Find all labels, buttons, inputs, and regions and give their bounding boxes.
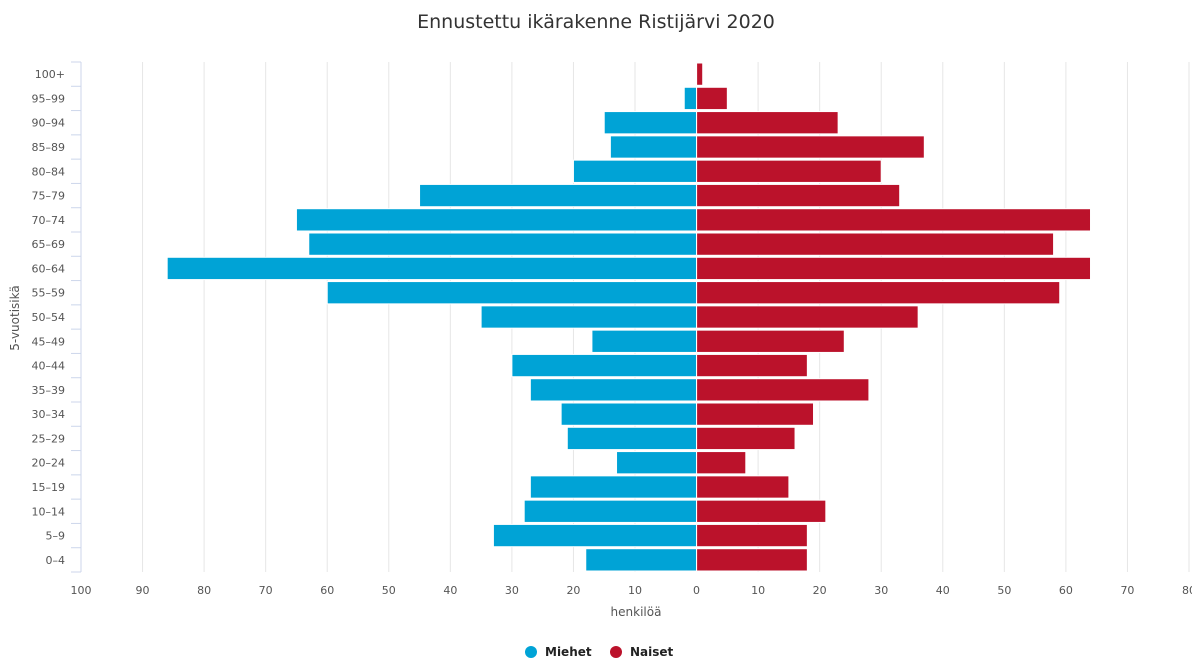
y-tick-label: 85–89 <box>32 141 66 154</box>
bar-miehet-75-79[interactable] <box>419 183 698 208</box>
legend-marker-miehet[interactable] <box>525 646 537 658</box>
bar-miehet-50-54[interactable] <box>480 305 698 329</box>
bar-miehet-20-24[interactable] <box>616 451 698 475</box>
y-tick-label: 10–14 <box>32 505 66 518</box>
y-tick-label: 20–24 <box>32 457 66 470</box>
x-tick-label: 50 <box>997 584 1011 597</box>
bar-naiset-25-29[interactable] <box>696 426 796 451</box>
bar-miehet-45-49[interactable] <box>591 329 698 353</box>
bar-miehet-25-29[interactable] <box>566 426 698 451</box>
bar-miehet-65-69[interactable] <box>308 232 698 256</box>
bar-miehet-55-59[interactable] <box>326 281 698 305</box>
x-tick-label: 70 <box>259 584 273 597</box>
bar-miehet-10-14[interactable] <box>523 499 698 523</box>
y-tick-label: 55–59 <box>32 287 66 300</box>
bar-miehet-40-44[interactable] <box>511 353 698 378</box>
legend-label-miehet[interactable]: Miehet <box>545 645 592 659</box>
bar-naiset-35-39[interactable] <box>696 378 870 402</box>
x-tick-label: 90 <box>136 584 150 597</box>
bar-naiset-90-94[interactable] <box>696 111 839 135</box>
y-tick-label: 45–49 <box>32 335 66 348</box>
x-axis: 10090807060504030201001020304050607080 <box>71 584 1192 597</box>
x-tick-label: 40 <box>443 584 457 597</box>
y-tick-label: 15–19 <box>32 481 66 494</box>
y-tick-label: 0–4 <box>46 554 66 567</box>
bar-naiset-65-69[interactable] <box>696 232 1055 256</box>
bar-naiset-50-54[interactable] <box>696 305 919 329</box>
y-tick-label: 80–84 <box>32 165 66 178</box>
bar-miehet-90-94[interactable] <box>603 111 698 135</box>
x-tick-label: 10 <box>628 584 642 597</box>
bar-naiset-10-14[interactable] <box>696 499 827 523</box>
y-tick-label: 95–99 <box>32 92 66 105</box>
y-tick-label: 100+ <box>35 68 65 81</box>
bar-miehet-15-19[interactable] <box>529 475 698 499</box>
x-tick-label: 50 <box>382 584 396 597</box>
bar-naiset-15-19[interactable] <box>696 475 790 499</box>
bar-naiset-40-44[interactable] <box>696 353 808 378</box>
bar-naiset-5-9[interactable] <box>696 523 808 548</box>
x-tick-label: 30 <box>874 584 888 597</box>
y-tick-label: 75–79 <box>32 190 66 203</box>
y-tick-label: 30–34 <box>32 408 66 421</box>
y-tick-label: 50–54 <box>32 311 66 324</box>
bar-miehet-30-34[interactable] <box>560 402 698 426</box>
x-tick-label: 80 <box>1182 584 1192 597</box>
bar-naiset-55-59[interactable] <box>696 281 1061 305</box>
x-tick-label: 0 <box>693 584 700 597</box>
bar-naiset-30-34[interactable] <box>696 402 815 426</box>
x-tick-label: 20 <box>566 584 580 597</box>
legend-marker-naiset[interactable] <box>610 646 622 658</box>
y-tick-label: 40–44 <box>32 360 66 373</box>
y-tick-label: 90–94 <box>32 117 66 130</box>
bar-naiset-100+[interactable] <box>696 62 704 86</box>
bar-naiset-20-24[interactable] <box>696 451 747 475</box>
bar-miehet-0-4[interactable] <box>585 548 698 572</box>
x-tick-label: 30 <box>505 584 519 597</box>
bar-naiset-0-4[interactable] <box>696 548 808 572</box>
bar-miehet-70-74[interactable] <box>295 208 698 232</box>
bar-naiset-80-84[interactable] <box>696 159 882 183</box>
bar-miehet-85-89[interactable] <box>609 135 698 159</box>
x-tick-label: 10 <box>751 584 765 597</box>
x-tick-label: 70 <box>1120 584 1134 597</box>
y-tick-label: 35–39 <box>32 384 66 397</box>
chart-title: Ennustettu ikärakenne Ristijärvi 2020 <box>417 11 775 33</box>
x-tick-label: 20 <box>813 584 827 597</box>
y-axis: 0–4 5–9 10–14 15–19 20–24 25–29 30–34 35–39 40–4… <box>32 61 82 573</box>
bar-naiset-70-74[interactable] <box>696 208 1092 232</box>
bar-naiset-85-89[interactable] <box>696 135 925 159</box>
x-tick-label: 100 <box>71 584 92 597</box>
y-tick-label: 60–64 <box>32 262 66 275</box>
y-tick-label: 25–29 <box>32 432 66 445</box>
y-axis-title: 5-vuotisikä <box>8 285 22 350</box>
legend: Miehet Naiset <box>525 645 674 659</box>
bar-miehet-5-9[interactable] <box>492 523 698 548</box>
x-tick-label: 80 <box>197 584 211 597</box>
bar-naiset-75-79[interactable] <box>696 183 901 208</box>
y-tick-label: 65–69 <box>32 238 66 251</box>
bar-naiset-45-49[interactable] <box>696 329 845 353</box>
bar-miehet-60-64[interactable] <box>166 256 698 281</box>
bar-miehet-95-99[interactable] <box>683 86 698 111</box>
y-tick-label: 70–74 <box>32 214 66 227</box>
bar-naiset-60-64[interactable] <box>696 256 1092 281</box>
bar-miehet-80-84[interactable] <box>572 159 698 183</box>
bars <box>166 62 1092 572</box>
x-axis-title: henkilöä <box>611 605 662 619</box>
y-tick-label: 5–9 <box>46 530 66 543</box>
x-tick-label: 60 <box>320 584 334 597</box>
legend-label-naiset[interactable]: Naiset <box>630 645 674 659</box>
x-tick-label: 40 <box>936 584 950 597</box>
bar-naiset-95-99[interactable] <box>696 86 728 111</box>
x-tick-label: 60 <box>1059 584 1073 597</box>
bar-miehet-35-39[interactable] <box>529 378 698 402</box>
